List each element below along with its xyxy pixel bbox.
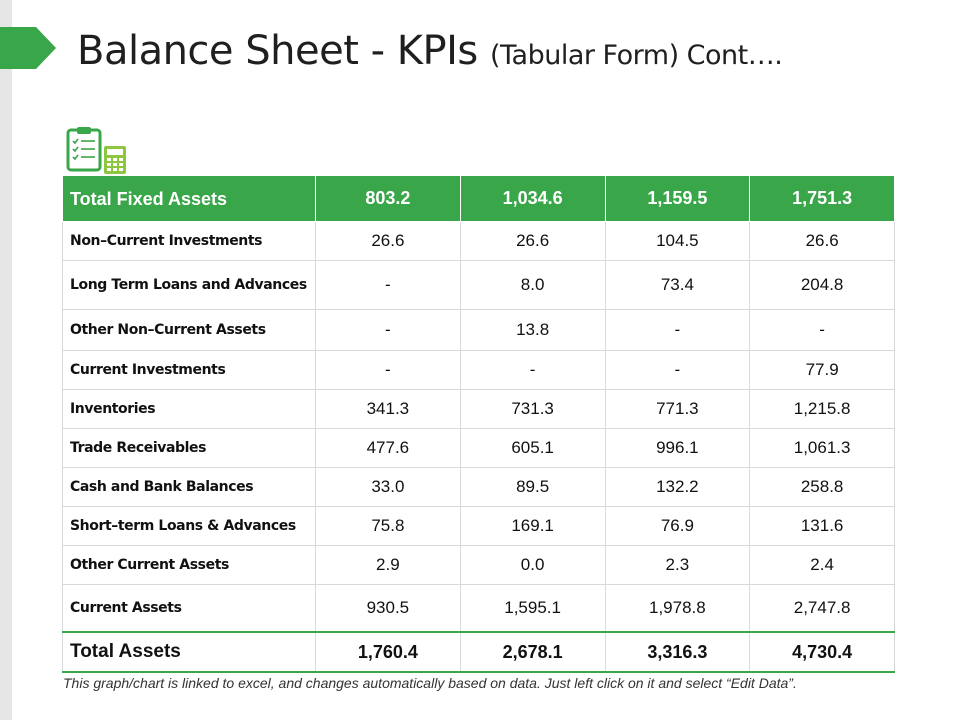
value-cell: -: [315, 350, 461, 390]
row-label: Current Investments: [62, 350, 316, 390]
row-label: Cash and Bank Balances: [62, 467, 316, 507]
value-cell: 1,061.3: [749, 428, 895, 468]
value-cell: 8.0: [459, 260, 606, 310]
value-cell: 477.6: [315, 428, 461, 468]
value-cell: -: [604, 309, 751, 351]
row-label: Total Assets: [62, 631, 316, 673]
value-cell: 132.2: [604, 467, 751, 507]
value-cell: 77.9: [749, 350, 895, 390]
value-cell: 605.1: [459, 428, 606, 468]
value-cell: 341.3: [315, 389, 461, 429]
kpi-table: Total Fixed Assets 803.2 1,034.6 1,159.5 1,7…: [62, 175, 895, 673]
title-subtitle: (Tabular Form) Cont….: [489, 40, 783, 71]
value-cell: 13.8: [459, 309, 606, 351]
value-cell: 104.5: [604, 221, 751, 261]
row-label: Other Current Assets: [62, 545, 316, 585]
total-row: Total Assets 1,760.4 2,678.1 3,316.3 4,730.4: [62, 631, 895, 673]
value-cell: 731.3: [459, 389, 606, 429]
table-row: Trade Receivables 477.6 605.1 996.1 1,061.3: [62, 428, 895, 468]
table-row: Current Assets 930.5 1,595.1 1,978.8 2,747.8: [62, 584, 895, 633]
row-label: Current Assets: [62, 584, 316, 633]
value-cell: 996.1: [604, 428, 751, 468]
row-label: Short–term Loans & Advances: [62, 506, 316, 546]
row-label: Trade Receivables: [62, 428, 316, 468]
value-cell: 258.8: [749, 467, 895, 507]
value-cell: 2.4: [749, 545, 895, 585]
header-row: Total Fixed Assets 803.2 1,034.6 1,159.5 1,7…: [62, 175, 895, 222]
value-cell: 2.9: [315, 545, 461, 585]
value-cell: 930.5: [315, 584, 461, 633]
table-row: Other Non–Current Assets -13.8- -: [62, 309, 895, 351]
value-cell: 26.6: [459, 221, 606, 261]
value-cell: 26.6: [315, 221, 461, 261]
value-cell: 204.8: [749, 260, 895, 310]
value-cell: 131.6: [749, 506, 895, 546]
page-title: Balance Sheet - KPIs (Tabular Form) Cont…: [77, 26, 783, 81]
value-cell: 1,978.8: [604, 584, 751, 633]
value-cell: 1,760.4: [315, 631, 461, 673]
value-cell: -: [749, 309, 895, 351]
value-cell: -: [459, 350, 606, 390]
value-cell: 169.1: [459, 506, 606, 546]
value-cell: 26.6: [749, 221, 895, 261]
value-cell: -: [315, 260, 461, 310]
row-label: Other Non–Current Assets: [62, 309, 316, 351]
value-cell: 33.0: [315, 467, 461, 507]
value-cell: 1,751.3: [749, 175, 895, 222]
row-label: Non–Current Investments: [62, 221, 316, 261]
value-cell: -: [604, 350, 751, 390]
value-cell: 1,215.8: [749, 389, 895, 429]
value-cell: 76.9: [604, 506, 751, 546]
value-cell: 4,730.4: [749, 631, 895, 673]
table-row: Long Term Loans and Advances -8.0 73.4 204.…: [62, 260, 895, 310]
table-row: Inventories 341.3 731.3 771.3 1,215.8: [62, 389, 895, 429]
row-label: Inventories: [62, 389, 316, 429]
table-row: Current Investments - - -77.9: [62, 350, 895, 390]
value-cell: 803.2: [315, 175, 461, 222]
table-row: Non–Current Investments 26.6 26.6 104.5 26.6: [62, 221, 895, 261]
value-cell: 89.5: [459, 467, 606, 507]
value-cell: 771.3: [604, 389, 751, 429]
value-cell: 73.4: [604, 260, 751, 310]
value-cell: 3,316.3: [604, 631, 751, 673]
table-row: Other Current Assets 2.9 0.0 2.3 2.4: [62, 545, 895, 585]
table-row: Short–term Loans & Advances 75.8 169.1 76.9…: [62, 506, 895, 546]
clipboard-calculator-icon: [66, 127, 126, 174]
left-edge-strip: [0, 0, 12, 720]
value-cell: 75.8: [315, 506, 461, 546]
title-arrow-icon: [0, 27, 56, 69]
value-cell: 1,159.5: [604, 175, 751, 222]
value-cell: -: [315, 309, 461, 351]
table-row: Cash and Bank Balances 33.0 89.5 132.2 258.8: [62, 467, 895, 507]
footer-note: This graph/chart is linked to excel, and…: [63, 675, 797, 691]
value-cell: 1,034.6: [459, 175, 606, 222]
value-cell: 2.3: [604, 545, 751, 585]
row-label: Long Term Loans and Advances: [62, 260, 316, 310]
value-cell: 0.0: [459, 545, 606, 585]
row-label: Total Fixed Assets: [62, 175, 316, 222]
title-main: Balance Sheet - KPIs: [77, 28, 478, 74]
value-cell: 2,747.8: [749, 584, 895, 633]
value-cell: 2,678.1: [459, 631, 606, 673]
value-cell: 1,595.1: [459, 584, 606, 633]
